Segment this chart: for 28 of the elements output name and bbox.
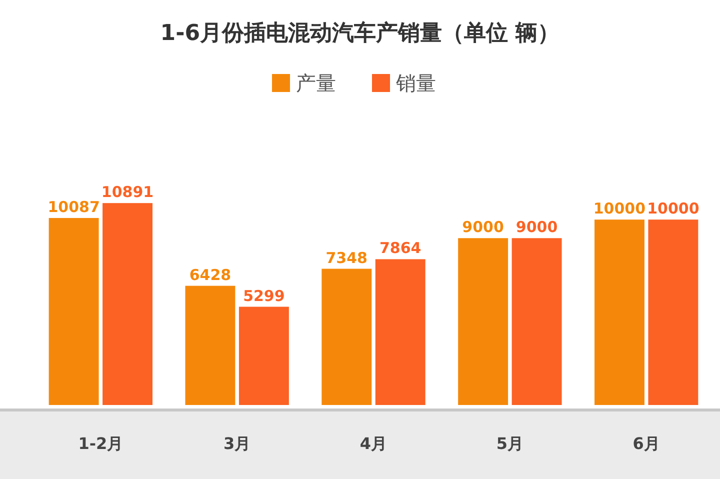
chart-title: 1-6月份插电混动汽车产销量（单位 辆） [160, 20, 560, 46]
data-label: 10000 [647, 200, 700, 218]
legend-label: 产量 [296, 71, 336, 95]
bar [102, 203, 152, 405]
bar [322, 268, 372, 405]
bar [48, 218, 99, 405]
bar [458, 238, 508, 405]
data-label: 10891 [101, 183, 154, 202]
data-label: 6428 [189, 266, 232, 284]
data-label: 7348 [326, 248, 368, 267]
bar [185, 286, 236, 405]
x-tick-label: 6月 [632, 434, 660, 453]
bar [375, 259, 426, 405]
data-label: 7864 [379, 239, 422, 258]
data-label: 9000 [516, 218, 558, 236]
data-label: 10087 [48, 198, 100, 216]
data-label: 9000 [462, 218, 504, 236]
data-label: 10000 [593, 200, 646, 218]
x-tick-label: 4月 [360, 434, 388, 453]
bar [594, 220, 644, 405]
x-tick-label: 1-2月 [78, 434, 124, 453]
x-tick-label: 3月 [224, 434, 251, 453]
x-tick-label: 5月 [496, 434, 524, 453]
data-label: 5299 [243, 286, 285, 305]
legend-label: 销量 [395, 71, 436, 95]
bar [512, 238, 562, 405]
bar [238, 306, 289, 405]
bar [648, 220, 698, 405]
